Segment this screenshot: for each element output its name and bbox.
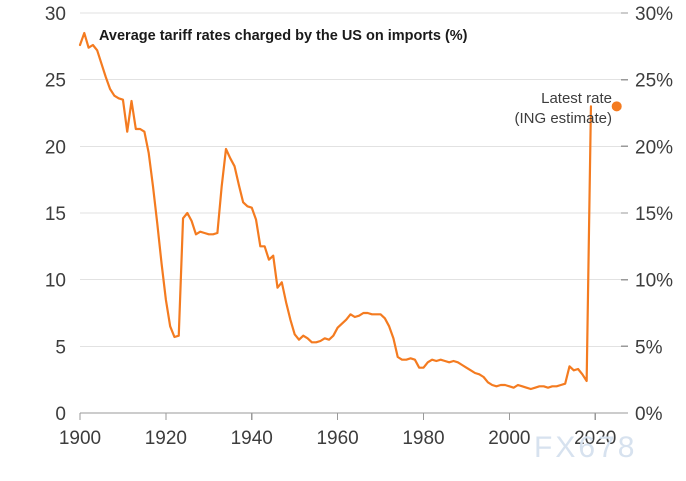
y-axis-label-right-1: 5% xyxy=(635,337,663,358)
y-axis-label-left-2: 10 xyxy=(45,271,66,292)
y-axis-label-right-4: 20% xyxy=(635,137,673,158)
x-axis-label-2: 1940 xyxy=(231,428,273,449)
y-axis-label-right-2: 10% xyxy=(635,271,673,292)
gridlines xyxy=(80,12,621,347)
latest-rate-marker xyxy=(611,101,622,112)
y-axis-label-left-3: 15 xyxy=(45,204,66,225)
x-axis-label-1: 1920 xyxy=(145,428,187,449)
y-axis-labels-right: 0% 5% 10% 15% 20% 25% 30% xyxy=(621,4,673,425)
y-axis-label-right-5: 25% xyxy=(635,71,673,92)
annotation-line-2: (ING estimate) xyxy=(514,110,612,127)
x-axis-labels: 1900 1920 1940 1960 1980 2000 2020 xyxy=(59,428,617,449)
y-axis-label-left-1: 5 xyxy=(55,337,66,358)
annotation-line-1: Latest rate xyxy=(541,90,612,107)
x-axis-label-4: 1980 xyxy=(402,428,444,449)
y-axis-label-right-6: 30% xyxy=(635,4,673,25)
y-axis-label-left-6: 30 xyxy=(45,4,66,25)
x-axis-tickmarks xyxy=(79,413,596,420)
y-axis-label-left-4: 20 xyxy=(45,137,66,158)
y-axis-labels-left: 0 5 10 15 20 25 30 xyxy=(45,4,66,425)
y-axis-label-right-3: 15% xyxy=(635,204,673,225)
x-axis-label-5: 2000 xyxy=(488,428,530,449)
y-axis-label-right-0: 0% xyxy=(635,404,663,425)
y-axis-label-left-5: 25 xyxy=(45,71,66,92)
x-axis-label-0: 1900 xyxy=(59,428,101,449)
chart-title: Average tariff rates charged by the US o… xyxy=(99,28,468,44)
tariff-rate-line xyxy=(78,31,593,391)
y-axis-label-left-0: 0 xyxy=(55,404,66,425)
x-axis-label-6: 2020 xyxy=(574,428,616,449)
x-axis-label-3: 1960 xyxy=(316,428,358,449)
